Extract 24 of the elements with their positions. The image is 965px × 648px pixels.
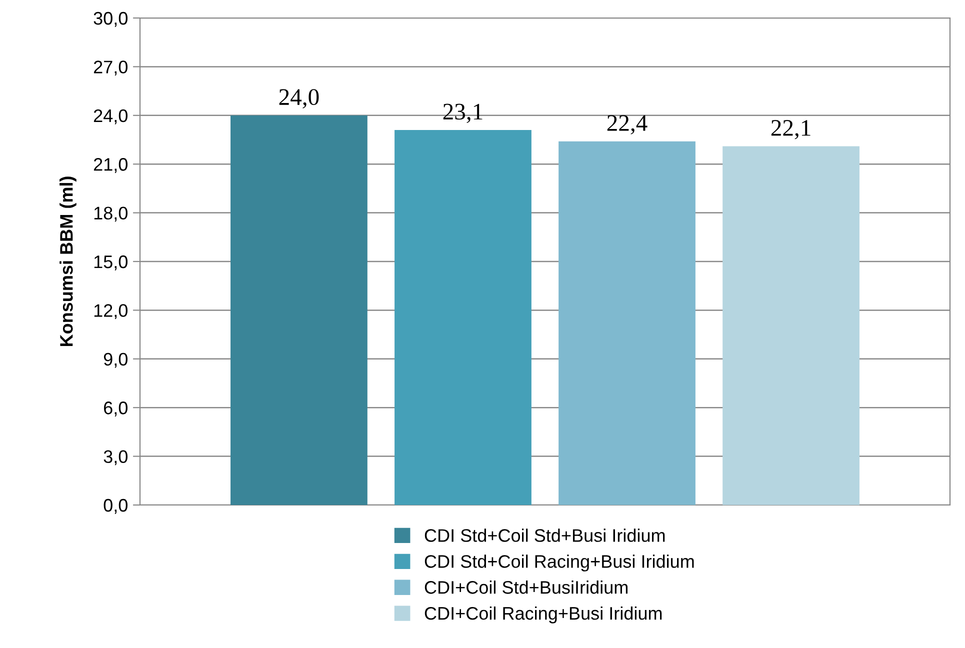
y-tick-label: 3,0 xyxy=(104,450,128,466)
bar xyxy=(230,115,368,505)
legend-label: CDI+Coil Racing+Busi Iridium xyxy=(424,606,662,624)
y-tick-label: 18,0 xyxy=(94,206,128,222)
y-tick-label: 6,0 xyxy=(104,402,128,416)
y-tick-label: 27,0 xyxy=(94,60,128,76)
bar xyxy=(394,130,532,505)
y-tick-label: 24,0 xyxy=(94,109,128,124)
y-tick-label: 12,0 xyxy=(94,304,128,320)
y-tick-label: 21,0 xyxy=(94,158,128,173)
data-label: 23,1 xyxy=(443,104,482,124)
data-label: 22,1 xyxy=(771,120,810,140)
bar xyxy=(558,141,696,505)
y-tick-label: 0,0 xyxy=(104,498,128,514)
data-label: 24,0 xyxy=(279,89,319,108)
y-axis-title: Konsumsi BBM (ml) xyxy=(60,176,76,346)
y-tick-label: 15,0 xyxy=(94,255,128,270)
bar xyxy=(722,146,860,505)
legend-label: CDI Std+Coil Racing+Busi Iridium xyxy=(424,554,694,572)
legend-label: CDI+Coil Std+BusiIridium xyxy=(424,580,628,594)
data-label: 22,4 xyxy=(607,115,648,134)
legend-label: CDI Std+Coil Std+Busi Iridium xyxy=(424,528,665,542)
y-tick-label: 30,0 xyxy=(94,12,128,27)
y-tick-label: 9,0 xyxy=(104,352,128,368)
